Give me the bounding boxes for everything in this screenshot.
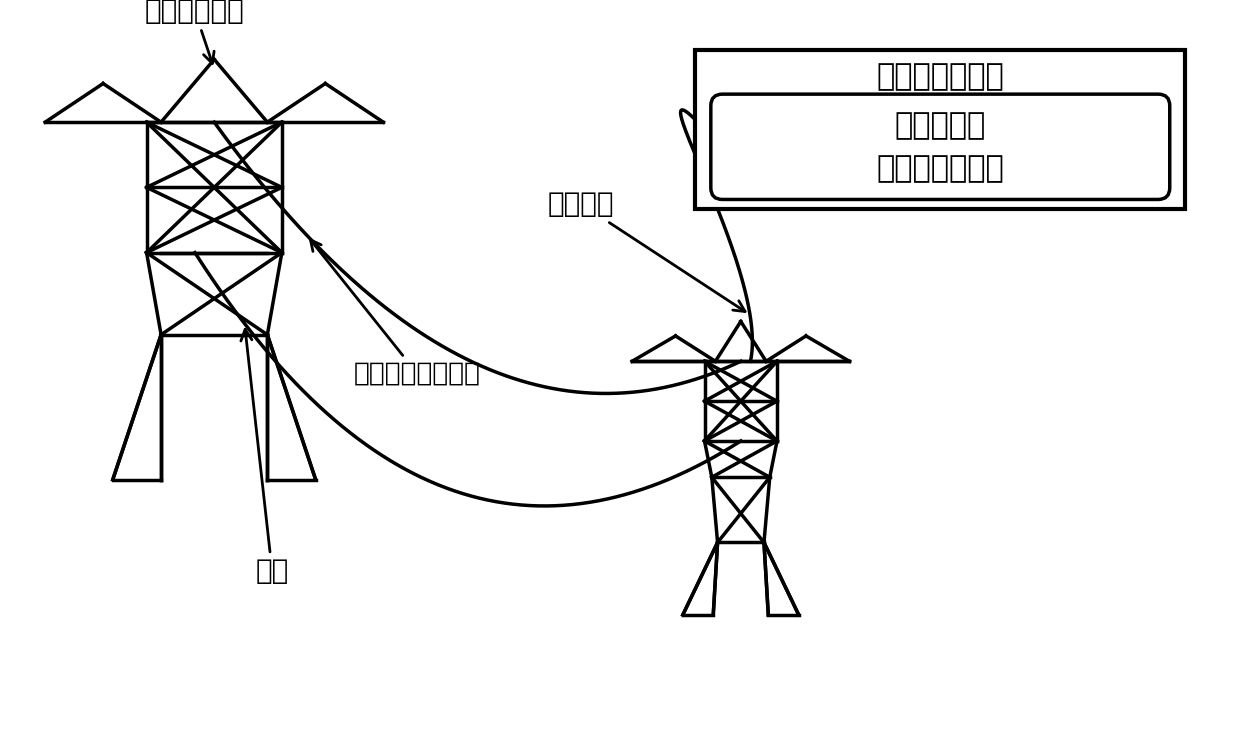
Text: 光纤跳线: 光纤跳线 <box>548 190 745 312</box>
Bar <box>696 50 1185 209</box>
Text: 相位敏感型
光时域反射系统: 相位敏感型 光时域反射系统 <box>877 111 1004 183</box>
Text: 光纤复合架空地线: 光纤复合架空地线 <box>310 240 481 387</box>
Text: 变电站通信机房: 变电站通信机房 <box>877 62 1004 91</box>
Text: 输电线路杆塔: 输电线路杆塔 <box>145 0 244 63</box>
Text: 导线: 导线 <box>241 329 289 585</box>
FancyBboxPatch shape <box>711 94 1169 199</box>
